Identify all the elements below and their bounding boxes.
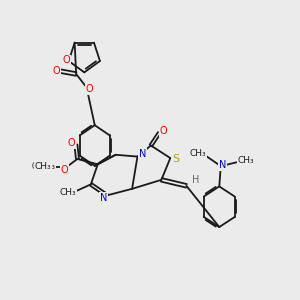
Text: H: H bbox=[192, 176, 199, 185]
Text: O: O bbox=[62, 56, 70, 65]
Text: CH₃: CH₃ bbox=[190, 149, 206, 158]
Text: CH₃: CH₃ bbox=[238, 156, 254, 165]
Text: CH₃: CH₃ bbox=[34, 162, 51, 171]
Text: O: O bbox=[68, 138, 76, 148]
Text: N: N bbox=[100, 193, 107, 203]
Text: CH₃: CH₃ bbox=[59, 188, 76, 197]
Text: N: N bbox=[219, 160, 226, 170]
Text: O: O bbox=[86, 84, 93, 94]
Text: O: O bbox=[160, 126, 167, 136]
Text: O: O bbox=[52, 66, 60, 76]
Text: N: N bbox=[139, 149, 146, 159]
Text: O: O bbox=[61, 165, 68, 175]
Text: S: S bbox=[172, 154, 179, 164]
Text: O–CH₃: O–CH₃ bbox=[32, 162, 55, 171]
